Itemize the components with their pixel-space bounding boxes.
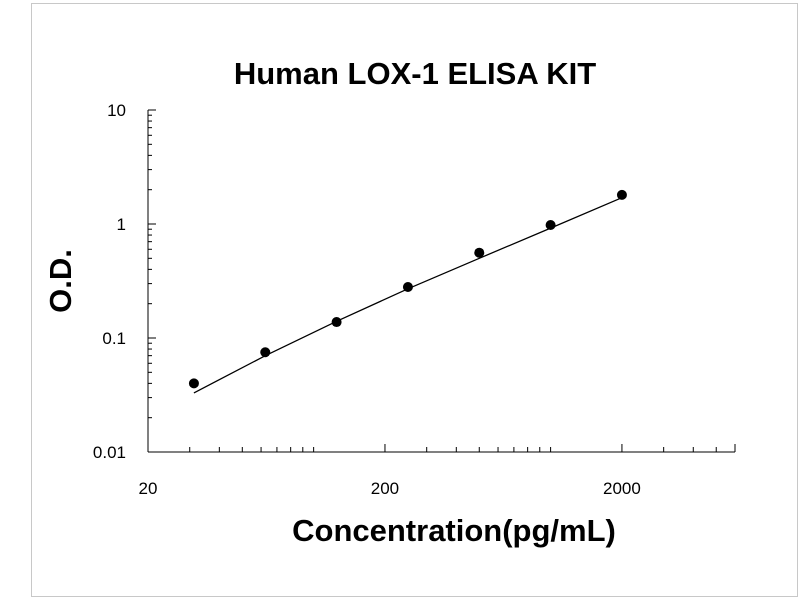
data-point <box>402 282 413 293</box>
data-point <box>331 317 342 328</box>
fit-curve-layer <box>193 197 623 394</box>
data-point <box>616 189 627 200</box>
y-axis-title: O.D. <box>43 249 78 313</box>
chart-frame <box>31 3 798 597</box>
data-point <box>474 247 485 258</box>
x-tick-label: 2000 <box>603 479 641 498</box>
y-tick-label: 10 <box>107 101 126 120</box>
y-tick-label: 0.1 <box>102 329 126 348</box>
y-tick-label: 1 <box>117 215 126 234</box>
x-tick-label: 20 <box>139 479 158 498</box>
x-axis-title: Concentration(pg/mL) <box>292 513 616 548</box>
data-point <box>188 378 199 389</box>
data-point <box>545 220 556 231</box>
data-points-layer <box>188 189 627 389</box>
fit-curve-line <box>193 197 623 394</box>
y-tick-label: 0.01 <box>93 443 126 462</box>
x-tick-label: 200 <box>371 479 399 498</box>
chart-title: Human LOX-1 ELISA KIT <box>234 56 596 91</box>
data-point <box>260 347 271 358</box>
axes: 0.01 0.1 1 10 20 200 2000 <box>93 101 736 498</box>
